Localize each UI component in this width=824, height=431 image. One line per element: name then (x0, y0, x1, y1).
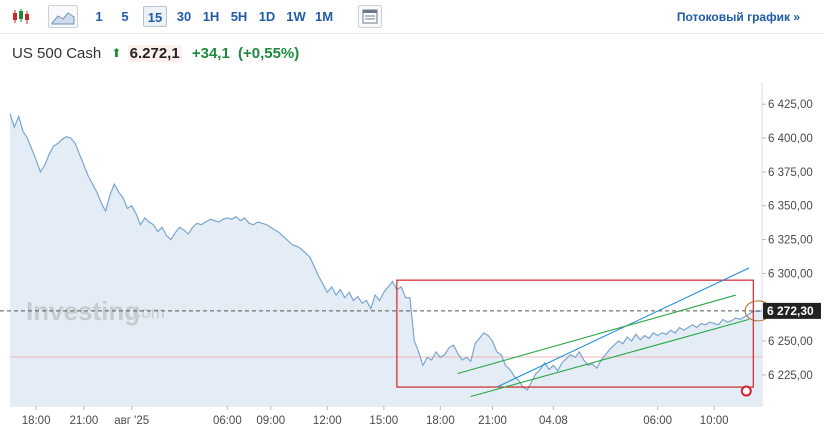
y-tick-label: 6 375,00 (768, 167, 813, 179)
x-tick-label: 09:00 (256, 415, 285, 427)
candlestick-chart-icon (13, 9, 29, 24)
table-view-button[interactable] (358, 5, 382, 28)
x-tick-label: 04.08 (539, 415, 568, 427)
interval-1h[interactable]: 1H (202, 9, 220, 24)
price-area (10, 113, 762, 406)
y-tick-label: 6 225,00 (768, 370, 813, 382)
price-line (9, 113, 763, 391)
y-tick-label: 6 300,00 (768, 268, 813, 280)
interval-1d[interactable]: 1D (258, 9, 276, 24)
price-tag-background (763, 302, 821, 319)
y-tick-label: 6 425,00 (768, 99, 813, 111)
x-axis: 18:00 21:00 авг '25 06:00 09:00 12:00 15:00 18:… (10, 405, 762, 427)
trend-line-green-lower[interactable] (470, 318, 750, 398)
interval-5[interactable]: 5 (121, 9, 129, 24)
instrument-name: US 500 Cash (12, 44, 102, 62)
interval-1m[interactable]: 1M (314, 9, 334, 24)
up-arrow-icon: ⬆ (111, 46, 122, 61)
price-change: +34,1 (191, 44, 230, 62)
interval-5h[interactable]: 5H (230, 9, 248, 24)
last-price: 6.272,1 (127, 44, 182, 62)
quote-header: US 500 Cash ⬆ 6.272,1 +34,1 (+0,55%) (12, 44, 299, 64)
x-tick-label: 21:00 (478, 415, 507, 427)
y-tick-label: 6 350,00 (768, 201, 813, 213)
area-chart-icon (51, 12, 75, 25)
price-tag-text: 6 272,30 (767, 304, 814, 318)
interval-1[interactable]: 1 (95, 9, 103, 24)
x-tick-label: 15:00 (369, 415, 398, 427)
trend-line-blue[interactable] (496, 267, 750, 388)
table-view-icon (362, 9, 378, 24)
x-tick-label: 06:00 (213, 415, 242, 427)
x-tick-label: 06:00 (643, 415, 672, 427)
candlestick-chart-button[interactable] (8, 5, 36, 28)
price-change-percent: (+0,55%) (237, 44, 300, 62)
x-tick-label: 10:00 (700, 415, 729, 427)
y-tick-label: 6 250,00 (768, 336, 813, 348)
x-tick-label: 21:00 (70, 415, 99, 427)
y-axis: 6 425,00 6 400,00 6 375,00 6 350,00 6 325,00… (761, 82, 813, 406)
trend-line-green-upper[interactable] (457, 294, 737, 375)
chart-toolbar: 1 5 15 30 1H 5H 1D 1W 1M Потоковый графи… (0, 0, 824, 34)
y-tick-label: 6 325,00 (768, 235, 813, 247)
streaming-chart-link[interactable]: Потоковый график » (676, 10, 800, 24)
interval-1w[interactable]: 1W (286, 9, 306, 24)
current-price-tag: 6 272,30 (763, 302, 821, 319)
x-tick-label: 18:00 (22, 415, 51, 427)
x-tick-label: 18:00 (426, 415, 455, 427)
annotation-rectangle[interactable] (396, 279, 754, 388)
watermark: Investing .com (26, 296, 165, 326)
annotation-handle[interactable] (740, 385, 752, 397)
interval-15[interactable]: 15 (143, 6, 167, 27)
y-tick-label: 6 400,00 (768, 133, 813, 145)
plot-area: Investing .com (0, 113, 772, 406)
interval-30[interactable]: 30 (176, 9, 192, 24)
x-tick-label: авг '25 (114, 415, 149, 427)
area-chart-button[interactable] (48, 5, 78, 28)
watermark-suffix: .com (128, 303, 165, 322)
x-tick-label: 12:00 (313, 415, 342, 427)
